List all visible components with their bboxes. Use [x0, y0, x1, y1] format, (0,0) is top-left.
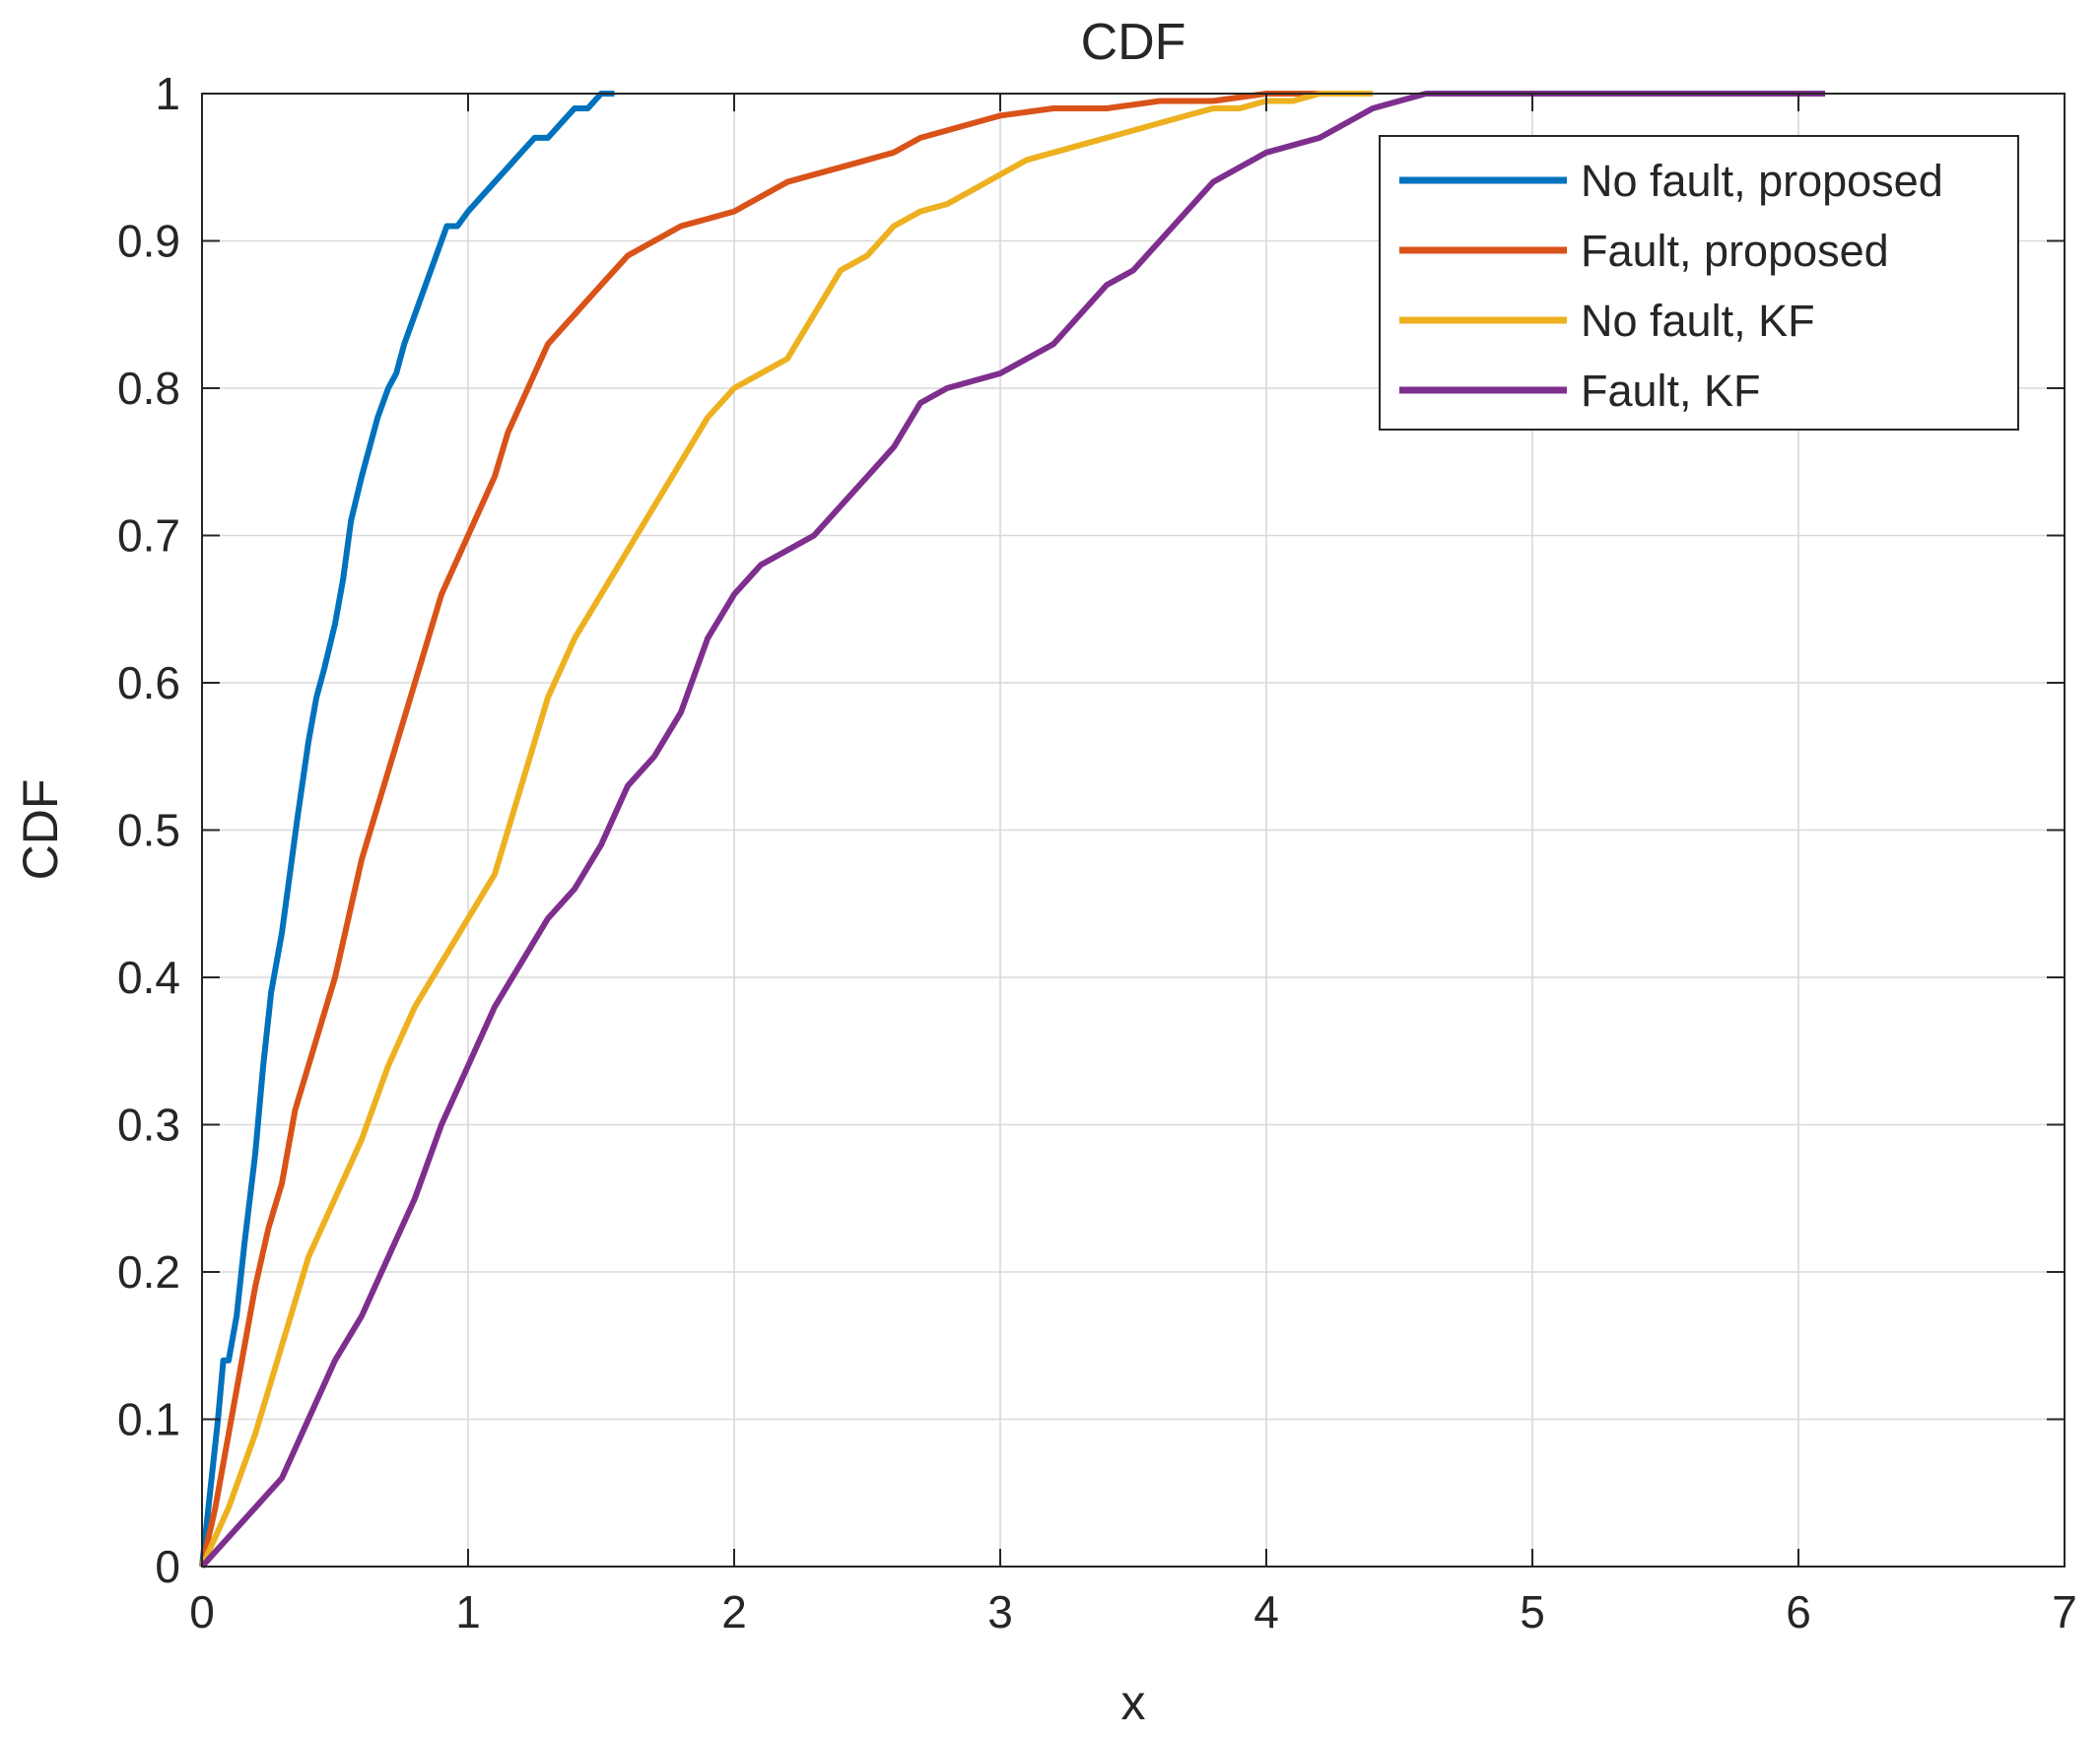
legend-label-2: Fault, proposed — [1581, 226, 1889, 276]
y-tick-label: 0.1 — [117, 1394, 180, 1445]
grid-layer — [202, 94, 2065, 1567]
legend: No fault, proposed Fault, proposed No faul… — [1379, 135, 2019, 431]
y-tick-label: 0 — [155, 1541, 180, 1592]
label-layer: 0 1 2 3 4 5 6 7 0 0.1 0.2 0.3 0.4 0.5 0.6 0.7 0.8 0.9 1 — [117, 68, 2077, 1637]
x-tick-label: 3 — [987, 1586, 1013, 1637]
chart-title: CDF — [1081, 14, 1186, 71]
y-axis-title: CDF — [13, 779, 68, 881]
y-tick-label: 0.2 — [117, 1246, 180, 1298]
legend-label-1: No fault, proposed — [1581, 156, 1943, 206]
legend-label-3: No fault, KF — [1581, 296, 1815, 346]
series-line-3 — [199, 91, 1373, 1569]
y-tick-label: 0.7 — [117, 510, 180, 562]
x-tick-label: 1 — [455, 1586, 481, 1637]
y-tick-label: 0.4 — [117, 952, 180, 1003]
legend-label-4: Fault, KF — [1581, 366, 1761, 416]
y-tick-label: 0.3 — [117, 1100, 180, 1151]
x-tick-label: 5 — [1520, 1586, 1545, 1637]
x-tick-label: 2 — [721, 1586, 747, 1637]
x-axis-title: x — [1121, 1675, 1146, 1730]
y-tick-label: 0.5 — [117, 805, 180, 856]
x-tick-label: 7 — [2052, 1586, 2077, 1637]
series-layer — [199, 91, 1825, 1570]
y-tick-label: 0.9 — [117, 216, 180, 267]
y-tick-label: 1 — [155, 68, 180, 119]
legend-box — [1379, 135, 2019, 431]
x-tick-label: 4 — [1253, 1586, 1279, 1637]
x-tick-label: 0 — [189, 1586, 215, 1637]
series-line-1 — [199, 91, 615, 1568]
x-tick-label: 6 — [1786, 1586, 1811, 1637]
y-tick-label: 0.8 — [117, 363, 180, 414]
series-line-4 — [199, 91, 1825, 1570]
y-tick-label: 0.6 — [117, 657, 180, 708]
tick-layer — [201, 93, 2066, 1568]
series-line-2 — [199, 91, 1373, 1568]
